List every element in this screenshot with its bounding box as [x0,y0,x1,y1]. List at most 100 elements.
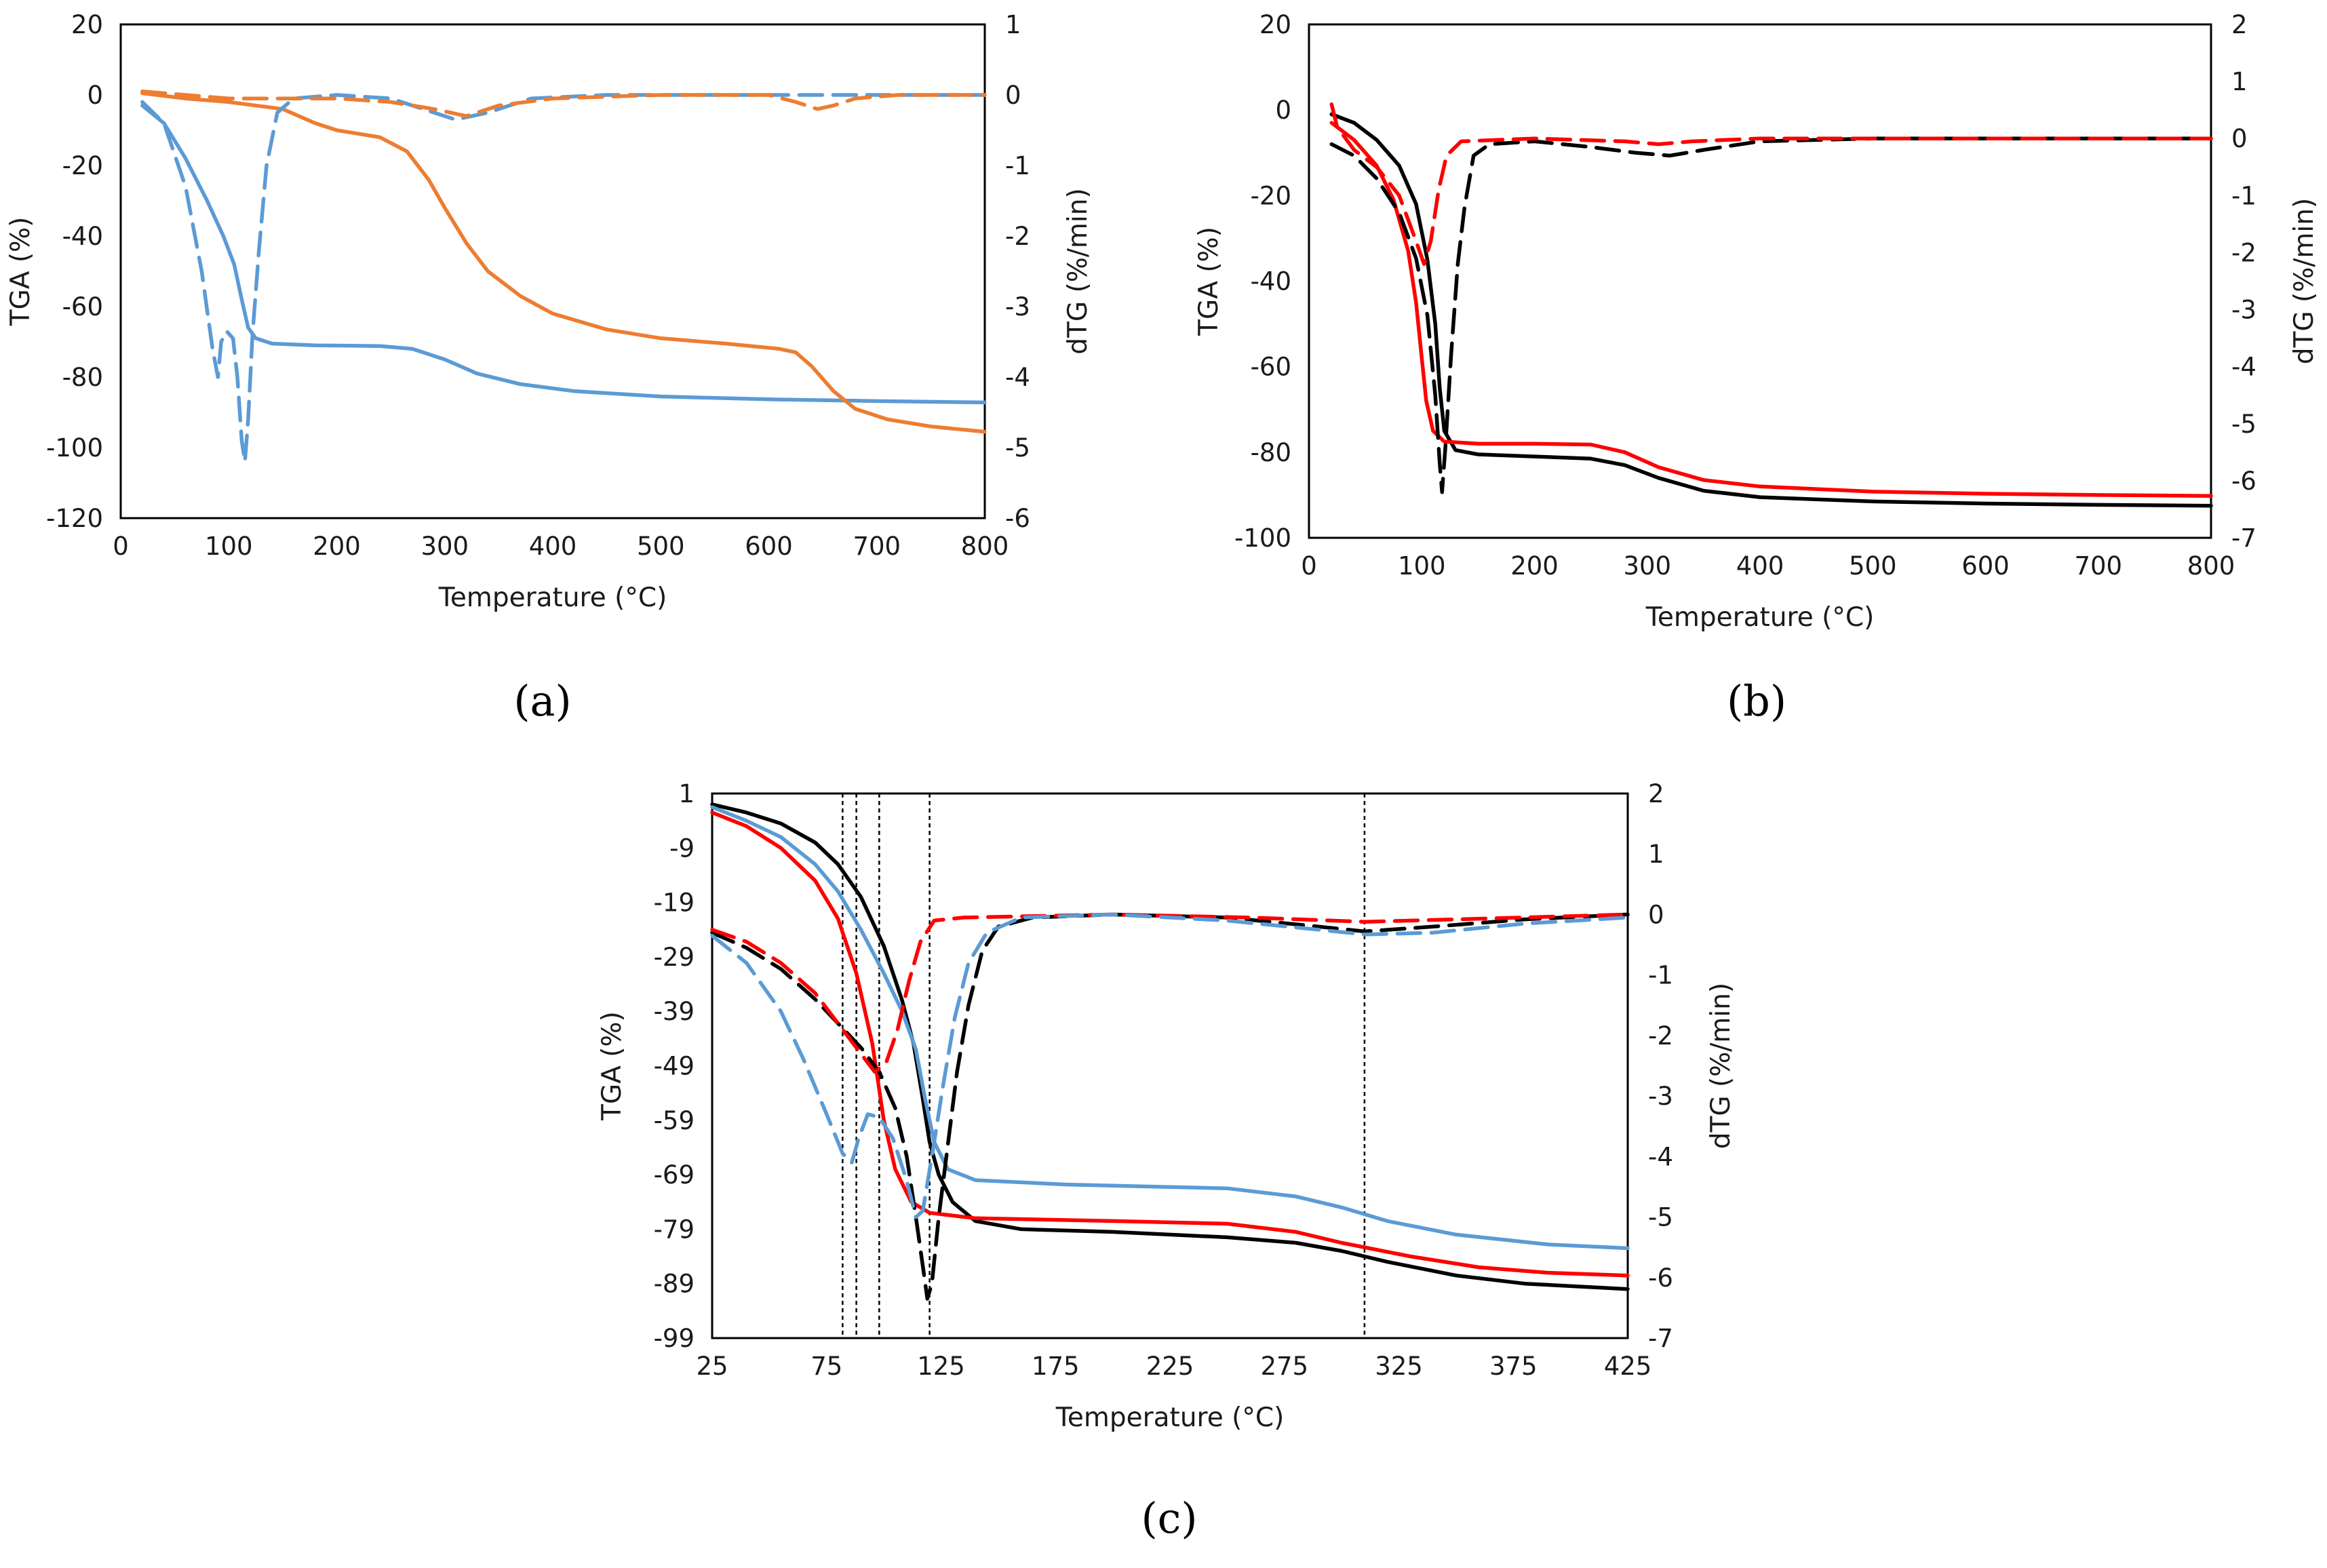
y-tick-label: -100 [1234,524,1291,553]
x-tick-label: 600 [745,532,793,561]
y2-tick-label: -3 [1648,1082,1673,1111]
x-tick-label: 800 [2187,551,2235,581]
panel-label: (b) [1727,676,1786,726]
x-tick-label: 600 [1961,551,2010,581]
series-line-red-dashed [1329,102,2213,267]
series-line-black-dashed [710,912,1630,1301]
y-tick-label: -19 [654,888,695,918]
y2-tick-label: -1 [1005,151,1030,180]
y2-tick-label: 0 [2231,124,2248,153]
y2-tick-label: 1 [1005,10,1021,39]
y2-tick-label: 1 [2231,67,2248,96]
x-tick-label: 700 [2074,551,2122,581]
y2-tick-label: -3 [1005,292,1030,321]
x-tick-label: 75 [810,1352,842,1381]
x-tick-label: 300 [1623,551,1671,581]
x-tick-label: 375 [1489,1352,1538,1381]
panel-label: (a) [513,676,571,726]
y-tick-label: -99 [654,1324,695,1353]
y2-tick-label: 0 [1648,900,1664,929]
series-line-orange-dashed [140,90,987,118]
y-tick-label: -59 [654,1106,695,1135]
y2-tick-label: -6 [1005,504,1030,533]
series-line-black-dashed [1329,136,2213,494]
x-tick-label: 275 [1260,1352,1308,1381]
y2-tick-label: 2 [2231,10,2248,39]
plot-frame [119,23,986,520]
x-tick-label: 500 [1849,551,1897,581]
y2-tick-label: -6 [2231,467,2256,496]
y-axis-title: TGA (%) [5,217,36,327]
series-line-blue-dashed [140,93,987,464]
y-axis-title: TGA (%) [1194,227,1224,336]
plot-frame [1308,23,2212,539]
y2-tick-label: -5 [1648,1203,1673,1232]
x-tick-label: 125 [917,1352,965,1381]
y-tick-label: 0 [1275,96,1291,125]
x-tick-label: 500 [637,532,685,561]
x-tick-label: 100 [1398,551,1446,581]
series-line-blue-solid [140,103,987,405]
y2-tick-label: -2 [1648,1021,1673,1051]
y2-tick-label: -1 [1648,961,1673,990]
series-line-red-solid [1329,121,2213,498]
y2-tick-label: -5 [2231,410,2256,439]
y-tick-label: 20 [1259,10,1291,39]
x-tick-label: 700 [853,532,901,561]
y2-tick-label: -5 [1005,433,1030,463]
y2-tick-label: -3 [2231,296,2256,325]
y-axis-title: TGA (%) [597,1011,627,1121]
y2-tick-label: -7 [2231,524,2256,553]
x-tick-label: 325 [1375,1352,1423,1381]
series-line-orange-solid [140,91,987,434]
y-tick-label: 0 [87,81,103,110]
x-tick-label: 0 [113,532,129,561]
chart-a: 0 100 200 300 400 500 600 700 800200-20-40-60-80… [5,10,1093,726]
y-tick-label: -39 [654,997,695,1026]
y-tick-label: -80 [1251,438,1291,467]
y2-tick-label: 0 [1005,81,1021,110]
y2-axis-title: dTG (%/min) [1063,188,1093,354]
y2-tick-label: -2 [2231,238,2256,267]
y2-tick-label: -7 [1648,1324,1673,1353]
y-tick-label: -20 [62,151,103,180]
y-tick-label: -60 [1251,353,1291,382]
x-tick-label: 175 [1032,1352,1080,1381]
y-tick-label: -49 [654,1052,695,1081]
x-tick-label: 400 [1736,551,1784,581]
x-axis-title: Temperature (°C) [1055,1403,1285,1433]
y2-tick-label: -1 [2231,181,2256,210]
y-tick-label: -40 [1251,267,1291,296]
series-line-black-solid [710,802,1630,1291]
y2-tick-label: -4 [2231,353,2256,382]
x-tick-label: 0 [1301,551,1317,581]
y-tick-label: -29 [654,943,695,972]
y2-tick-label: -2 [1005,222,1030,251]
x-tick-label: 100 [205,532,253,561]
y-tick-label: -20 [1251,181,1291,210]
series-line-red-dashed [710,912,1630,1074]
y-tick-label: -100 [46,433,103,463]
y2-tick-label: -6 [1648,1263,1673,1293]
panel-label: (c) [1141,1493,1197,1543]
y2-axis-title: dTG (%/min) [1706,983,1736,1149]
y-tick-label: -120 [46,504,103,533]
y-tick-label: 1 [678,779,695,808]
series-line-black-solid [1329,112,2213,508]
y-tick-label: -79 [654,1215,695,1244]
y2-tick-label: -4 [1648,1142,1673,1171]
x-axis-title: Temperature (°C) [1645,602,1875,633]
y2-axis-title: dTG (%/min) [2289,198,2320,364]
y-tick-label: -80 [62,363,103,392]
x-tick-label: 425 [1604,1352,1652,1381]
plot-frame [711,792,1629,1339]
y-tick-label: -60 [62,292,103,321]
chart-c: 25 75 125 175 225 275 325 375 425 1 -9 -19 -29 -39 -49… [597,779,1736,1543]
x-tick-label: 200 [1510,551,1559,581]
y-tick-label: -9 [669,834,695,863]
y-tick-label: -69 [654,1160,695,1190]
y-tick-label: -89 [654,1270,695,1299]
x-tick-label: 25 [696,1352,728,1381]
y2-tick-label: 2 [1648,779,1664,808]
